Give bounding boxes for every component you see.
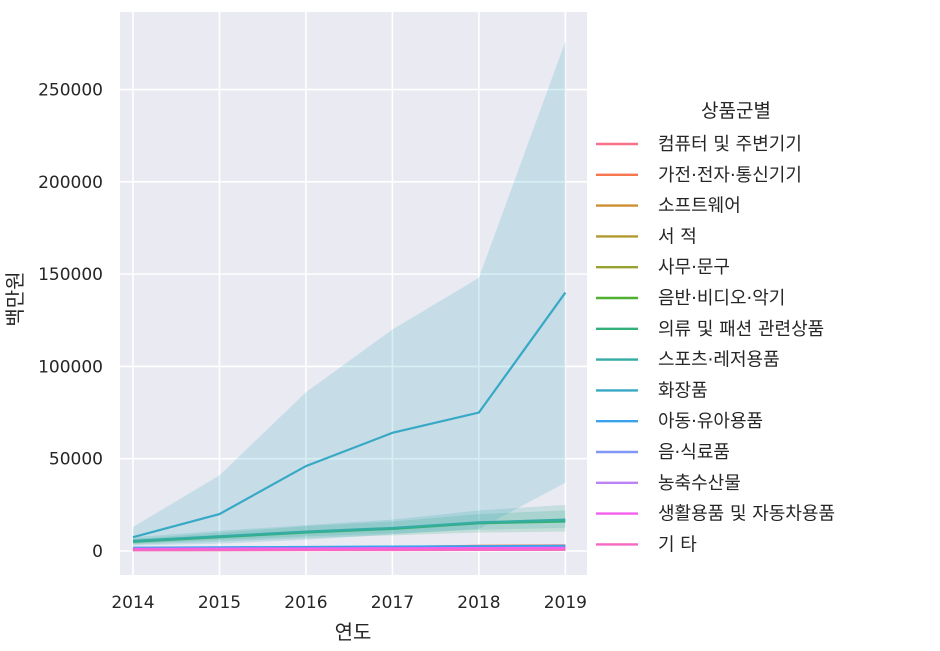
legend-entry-label: 화장품 — [658, 380, 708, 401]
series-line — [132, 291, 567, 539]
legend-entry-label: 소프트웨어 — [658, 196, 741, 217]
ci-band — [132, 41, 566, 546]
series-line — [132, 546, 566, 550]
y-tick-label: 250000 — [38, 81, 103, 101]
legend-title: 상품군별 — [701, 100, 771, 122]
series-lines — [132, 291, 567, 552]
y-tick-label: 150000 — [38, 265, 103, 285]
legend-entry-label: 서 적 — [658, 226, 697, 247]
legend-entry-label: 기 타 — [658, 534, 697, 555]
x-tick-label: 2017 — [371, 593, 414, 613]
x-tick-label: 2014 — [111, 593, 154, 613]
y-axis-label: 백만원 — [3, 271, 27, 326]
legend-entry-label: 가전·전자·통신기기 — [658, 165, 802, 186]
x-tick-label: 2018 — [457, 593, 500, 613]
y-tick-labels: 0 50000 100000 150000 200000 250000 — [38, 81, 103, 562]
series-line — [132, 518, 566, 542]
legend-entry-label: 농축수산물 — [658, 473, 741, 494]
x-tick-label: 2015 — [198, 593, 241, 613]
plot-area — [120, 12, 587, 575]
legend-entry-label: 스포츠·레저용품 — [658, 350, 780, 371]
legend-entry-label: 음·식료품 — [658, 442, 730, 463]
x-tick-labels: 2014 2015 2016 2017 2018 2019 — [111, 593, 587, 613]
legend-entry-label: 사무·문구 — [658, 257, 730, 278]
legend-entry-label: 의류 및 패션 관련상품 — [658, 319, 824, 340]
x-tick-label: 2019 — [544, 593, 587, 613]
x-tick-label: 2016 — [284, 593, 327, 613]
legend-entry-label: 음반·비디오·악기 — [658, 288, 785, 309]
y-tick-label: 50000 — [49, 450, 103, 470]
grid-lines — [120, 12, 587, 575]
y-tick-label: 0 — [92, 542, 103, 562]
ci-band — [132, 504, 566, 544]
y-tick-label: 100000 — [38, 357, 103, 377]
y-tick-label: 200000 — [38, 173, 103, 193]
series-line — [132, 544, 566, 549]
legend-entry-label: 아동·유아용품 — [658, 411, 763, 432]
x-axis-label: 연도 — [335, 620, 372, 644]
legend-entry-label: 생활용품 및 자동차용품 — [658, 504, 835, 525]
legend-entry-label: 컴퓨터 및 주변기기 — [658, 134, 802, 155]
